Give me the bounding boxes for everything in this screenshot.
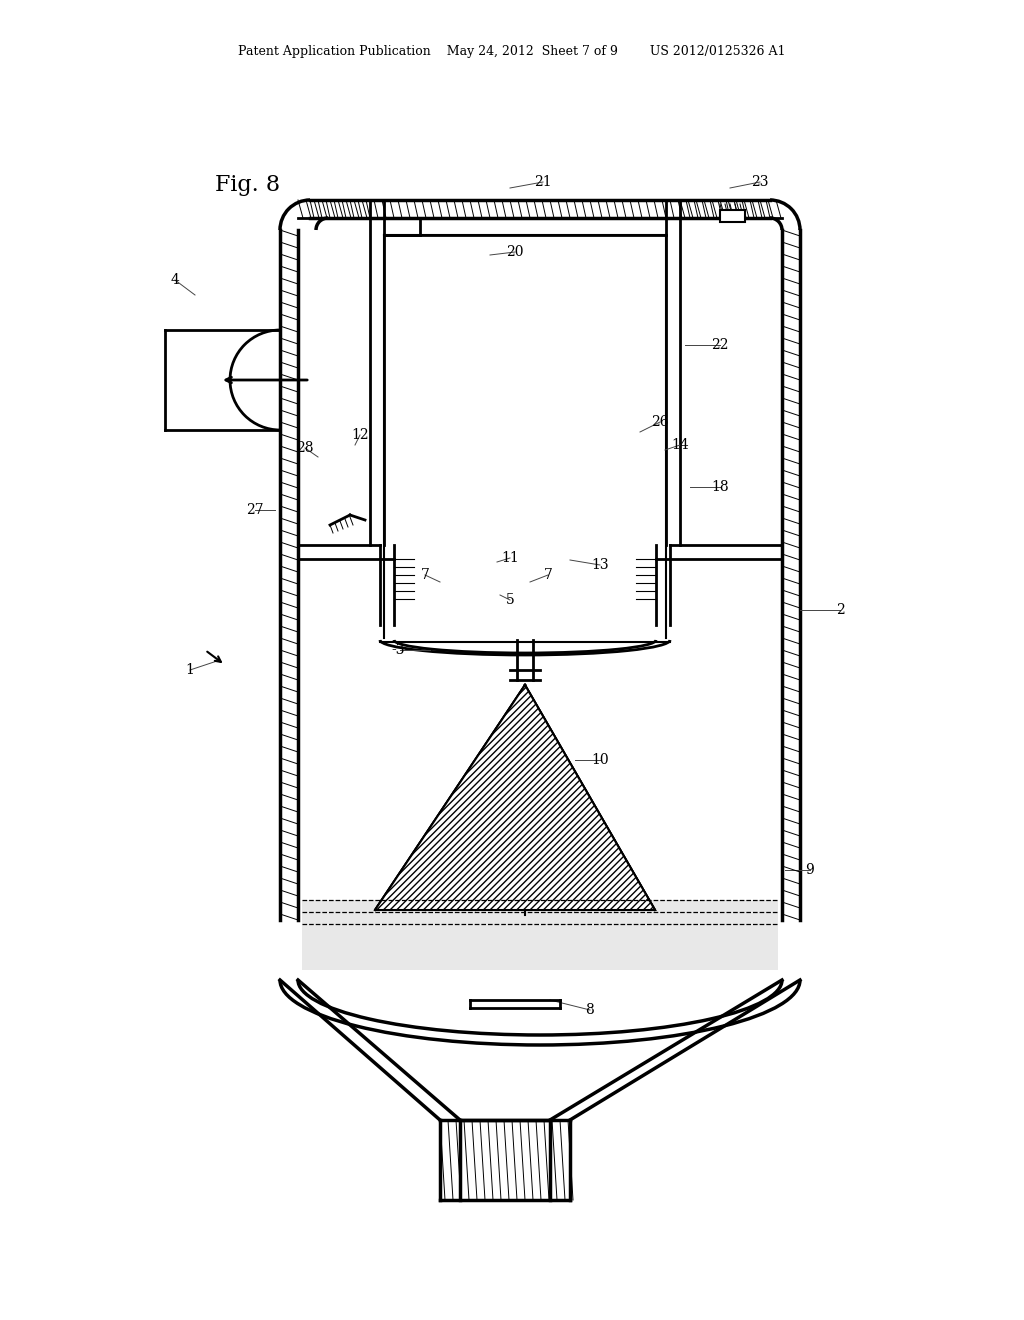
- Text: 13: 13: [591, 558, 609, 572]
- Text: 7: 7: [421, 568, 429, 582]
- Text: 18: 18: [712, 480, 729, 494]
- Text: -3-: -3-: [391, 643, 410, 657]
- Text: 21: 21: [535, 176, 552, 189]
- Text: 7: 7: [544, 568, 552, 582]
- Text: 12: 12: [351, 428, 369, 442]
- Text: 9: 9: [806, 863, 814, 876]
- Text: 27: 27: [246, 503, 264, 517]
- Bar: [720, 210, 745, 222]
- Text: 5: 5: [506, 593, 514, 607]
- Text: 2: 2: [836, 603, 845, 616]
- Polygon shape: [375, 685, 655, 909]
- Text: 23: 23: [752, 176, 769, 189]
- Text: 8: 8: [586, 1003, 594, 1016]
- Text: 28: 28: [296, 441, 313, 455]
- Text: 1: 1: [185, 663, 195, 677]
- Text: 20: 20: [506, 246, 523, 259]
- Polygon shape: [302, 900, 778, 970]
- Text: 22: 22: [712, 338, 729, 352]
- Text: Patent Application Publication    May 24, 2012  Sheet 7 of 9        US 2012/0125: Patent Application Publication May 24, 2…: [239, 45, 785, 58]
- Text: Fig. 8: Fig. 8: [215, 174, 281, 195]
- Text: 10: 10: [591, 752, 609, 767]
- Text: 14: 14: [671, 438, 689, 451]
- Text: 11: 11: [501, 550, 519, 565]
- Text: 4: 4: [171, 273, 179, 286]
- Text: 26: 26: [651, 414, 669, 429]
